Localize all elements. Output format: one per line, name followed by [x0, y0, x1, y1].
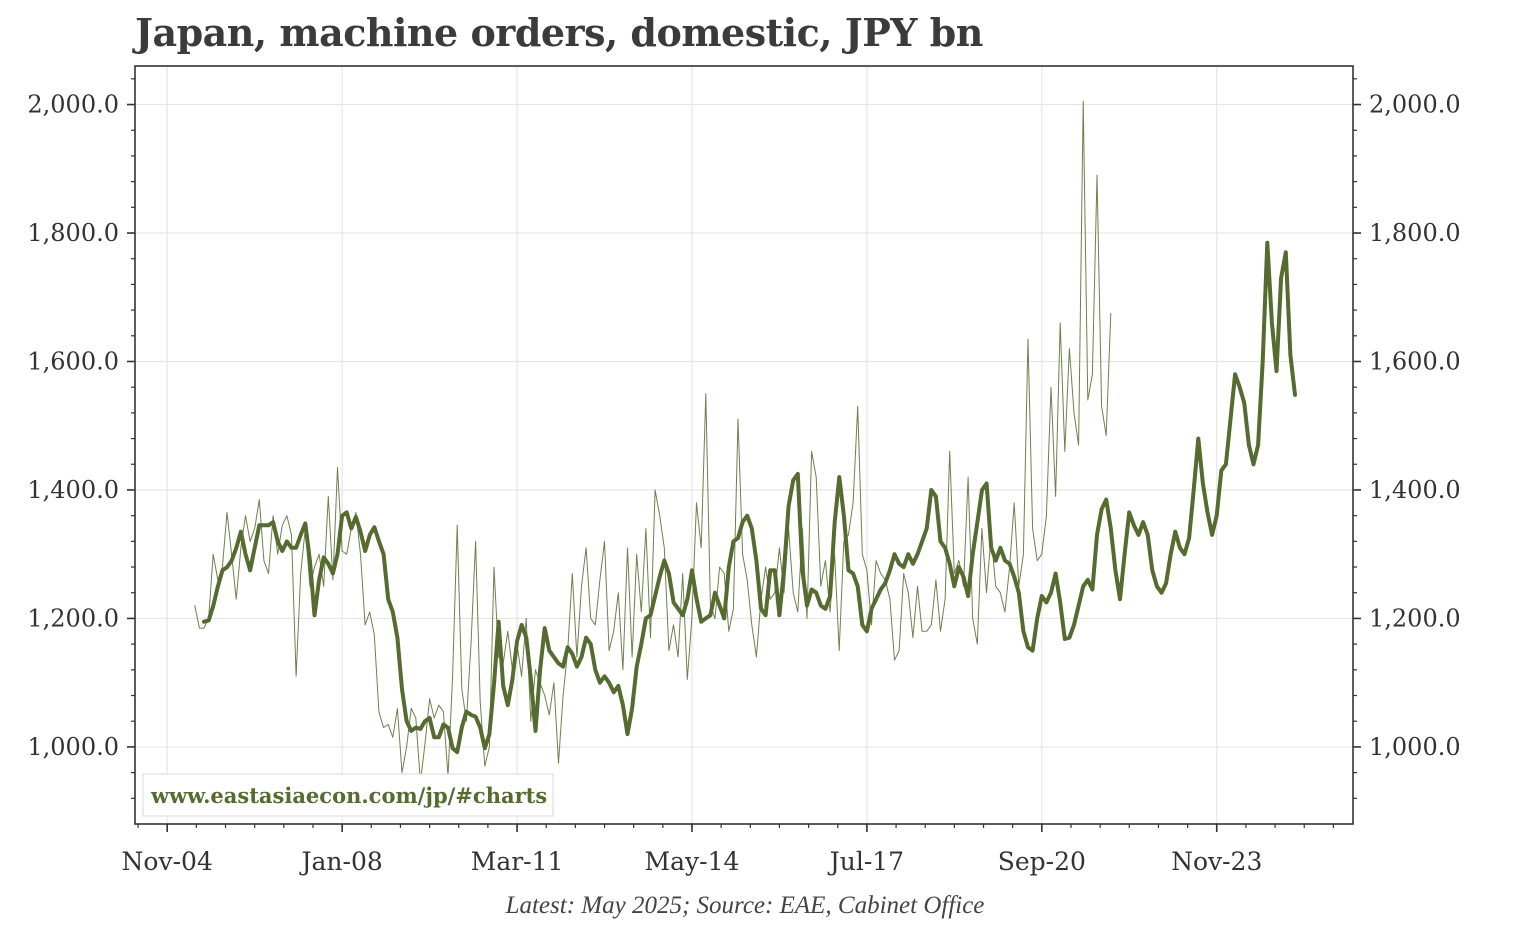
x-tick-label: Nov-04: [122, 847, 213, 876]
series-line-monthly: [194, 100, 1112, 783]
y-tick-label-left: 1,600.0: [27, 347, 119, 375]
y-tick-label-left: 2,000.0: [27, 91, 119, 119]
series-lines: [194, 100, 1297, 783]
y-tick-label-right: 1,000.0: [1369, 733, 1461, 761]
x-tick-label: May-14: [645, 847, 740, 876]
y-tick-label-right: 1,800.0: [1369, 219, 1461, 247]
x-tick-label: Jan-08: [298, 847, 382, 876]
y-tick-label-right: 2,000.0: [1369, 91, 1461, 119]
plot-frame: [134, 65, 1354, 825]
y-tick-label-right: 1,400.0: [1369, 476, 1461, 504]
x-tick-label: Jul-17: [827, 847, 904, 876]
y-tick-label-left: 1,200.0: [27, 604, 119, 632]
x-tick-label: Nov-23: [1171, 847, 1262, 876]
chart-title: Japan, machine orders, domestic, JPY bn: [135, 10, 983, 55]
grid-lines: [135, 66, 1353, 824]
watermark-frame: [142, 773, 554, 817]
watermark-box[interactable]: www.eastasiaecon.com/jp/#charts: [142, 773, 554, 817]
watermark-link[interactable]: www.eastasiaecon.com/jp/#charts: [150, 783, 547, 808]
x-tick-label: Sep-20: [998, 847, 1086, 876]
source-note: Latest: May 2025; Source: EAE, Cabinet O…: [505, 892, 985, 919]
y-tick-label-left: 1,800.0: [27, 219, 119, 247]
axes: 1,000.0 1,000.0 1,200.0 1,200.0 1,400.0 1,400…: [27, 78, 1461, 876]
series-line-3m-average: [202, 240, 1297, 755]
x-tick-label: Mar-11: [471, 847, 564, 876]
y-tick-label-right: 1,600.0: [1369, 347, 1461, 375]
y-tick-label-left: 1,000.0: [27, 733, 119, 761]
y-tick-label-right: 1,200.0: [1369, 604, 1461, 632]
y-tick-label-left: 1,400.0: [27, 476, 119, 504]
